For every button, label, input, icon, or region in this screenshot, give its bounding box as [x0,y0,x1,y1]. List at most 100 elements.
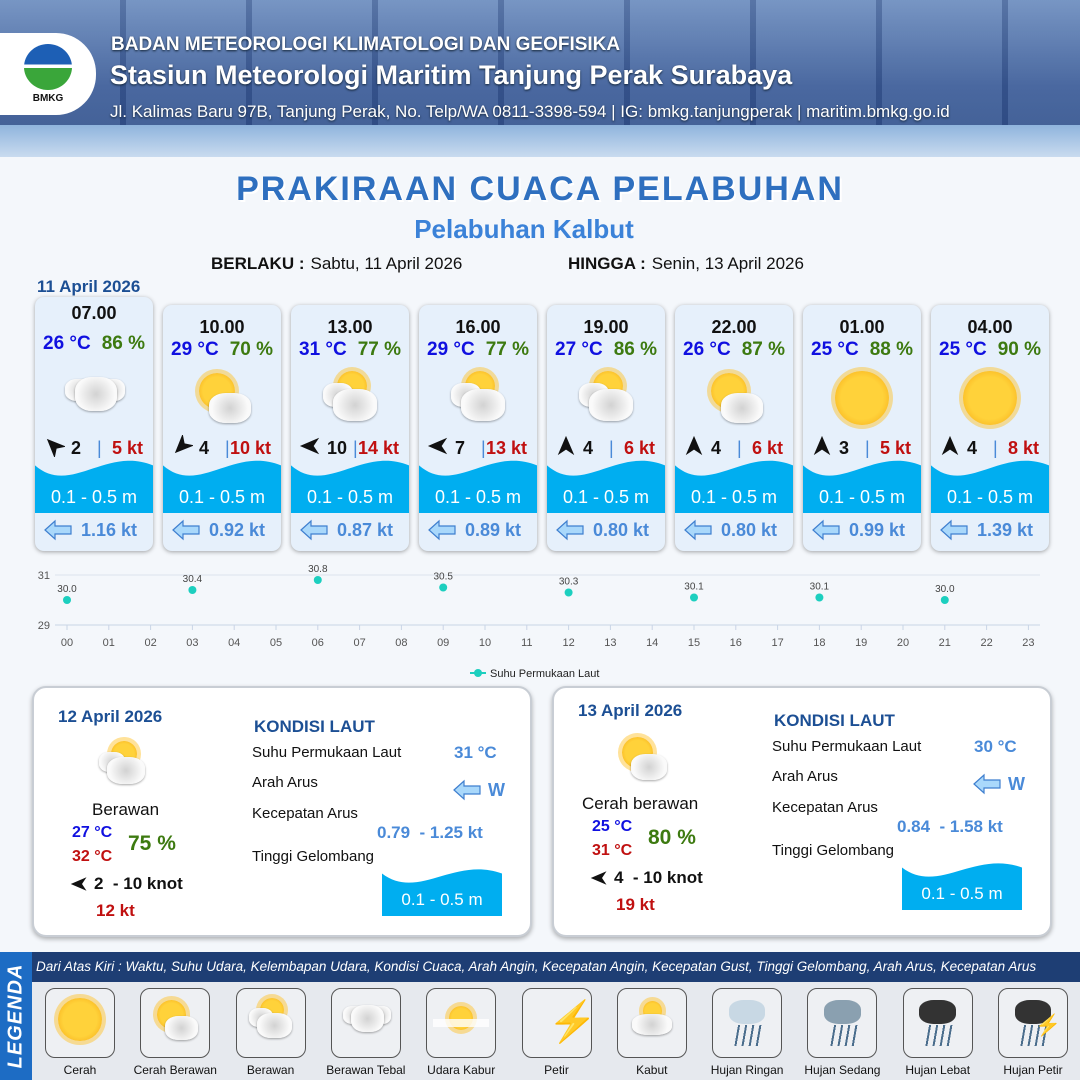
wind-row: 4 | 8 kt [931,435,1049,461]
humidity: 90 % [997,339,1041,360]
divider: | [993,438,998,458]
data-point [815,593,824,602]
legend-label: Hujan Sedang [804,1063,881,1077]
humidity: 87 % [741,339,785,360]
daily-forecast-box: 12 April 2026 Berawan 27 °C 32 °C 75 % 2… [32,686,532,937]
data-label: 30.1 [684,582,704,593]
divider: | [353,438,358,458]
cloud-icon [209,393,251,423]
wind-speed-range: 4 - 10 knot [614,868,703,887]
data-label: 30.5 [433,572,453,583]
humidity: 80 % [648,826,696,849]
sun-icon [58,998,102,1042]
valid-to: HINGGA : Senin, 13 April 2026 [568,254,804,274]
x-tick-label: 23 [1022,637,1034,649]
wave-height: 0.1 - 0.5 m [675,457,793,513]
data-point [690,593,698,602]
data-label: 30.8 [308,564,328,575]
lightning-icon: ⚡ [547,1000,598,1045]
current-speed: 0.80 kt [593,519,650,540]
wave-height-value: 0.1 - 0.5 m [818,487,906,507]
data-label: 30.4 [183,574,203,585]
forecast-time: 19.00 [583,317,629,337]
wind-speed: 4 [583,438,594,458]
x-tick-label: 01 [103,637,115,649]
legend-label: Berawan Tebal [326,1063,406,1077]
wave-icon [419,460,537,513]
wave-height-value: 0.1 - 0.5 m [50,487,138,507]
wind-row: 4 - 10 knot [590,868,703,888]
weather-icon-cerah [827,367,897,429]
x-tick-label: 00 [61,637,73,649]
legend-label: Kabut [636,1063,668,1077]
logo-emblem [24,44,72,90]
air-temperature: 26 °C [43,333,91,354]
air-temperature: 29 °C [427,339,475,360]
legend-label: Udara Kabur [427,1063,496,1077]
current-direction-icon [973,773,1001,795]
x-tick-label: 08 [395,637,407,649]
wave-icon [902,863,1022,910]
legend-label: Hujan Lebat [905,1063,971,1077]
data-point [63,596,71,604]
gust-speed: 5 kt [879,438,911,458]
weather-icon-berawan [571,367,641,429]
rain-icon [1019,1025,1049,1047]
current-direction-icon [172,519,200,541]
valid-from: BERLAKU : Sabtu, 11 April 2026 [211,254,462,274]
sst-label: Suhu Permukaan Laut [772,738,922,755]
x-tick-label: 03 [186,637,198,649]
cloud-icon [164,1015,199,1040]
weather-condition: Cerah berawan [582,794,699,813]
wave-height-label: Tinggi Gelombang [772,842,895,859]
sun-icon [963,371,1017,425]
x-tick-label: 17 [771,637,783,649]
divider: | [97,438,102,458]
min-temperature: 25 °C [592,818,633,835]
forecast-card: 10.00 29 °C 70 % 4 | 10 kt 0.1 - 0.5 m 0.9… [163,305,281,551]
cloud-icon [589,389,633,421]
forecast-card: 01.00 25 °C 88 % 3 | 5 kt 0.1 - 0.5 m 0.99… [803,305,921,551]
forecast-card: 07.00 26 °C 86 % 2 | 5 kt 0.1 - 0.5 m 1.16… [35,297,153,551]
rain-cloud-icon [728,999,766,1024]
daily-date: 12 April 2026 [58,707,163,726]
gust-speed: 6 kt [751,438,783,458]
wind-speed-range: 2 - 10 knot [94,874,183,893]
gust-speed: 19 kt [616,895,655,914]
wind-row: 2 - 10 knot [70,874,183,894]
wave-height: 0.1 - 0.5 m [803,457,921,513]
wind-speed: 4 [711,438,722,458]
current-direction-icon [812,519,840,541]
current-row: 0.92 kt [171,519,265,541]
header-banner: BMKG BADAN METEOROLOGI KLIMATOLOGI DAN G… [0,0,1080,157]
current-row: 0.89 kt [427,519,521,541]
rain-icon [733,1025,763,1047]
wave-icon [35,460,153,513]
sst-label: Suhu Permukaan Laut [252,744,402,761]
data-label: 30.1 [810,582,830,593]
humidity: 77 % [485,339,529,360]
wave-height: 0.1 - 0.5 m [931,457,1049,513]
org-name: BADAN METEOROLOGI KLIMATOLOGI DAN GEOFIS… [111,34,621,55]
current-direction-icon [556,519,584,541]
current-speed: 1.39 kt [977,519,1034,540]
current-direction-value: W [488,779,505,800]
current-row: 0.99 kt [811,519,905,541]
x-tick-label: 12 [562,637,574,649]
y-tick-label: 29 [38,620,50,632]
max-temperature: 31 °C [592,842,633,859]
legend-icon-hujan-petir: ⚡ [998,988,1068,1058]
cloud-icon [256,1012,293,1039]
current-speed: 0.89 kt [465,519,522,540]
wind-speed: 3 [839,438,850,458]
x-tick-label: 15 [688,637,700,649]
air-temperature: 25 °C [811,339,859,360]
wind-direction-icon [70,877,87,891]
wave-height-value: 0.1 - 0.5 m [178,487,266,507]
x-tick-label: 13 [604,637,616,649]
bmkg-logo: BMKG [0,33,96,115]
current-speed: 1.16 kt [81,519,138,540]
gust-speed: 10 kt [229,438,271,458]
gust-speed: 13 kt [485,438,527,458]
forecast-time: 01.00 [839,317,885,337]
